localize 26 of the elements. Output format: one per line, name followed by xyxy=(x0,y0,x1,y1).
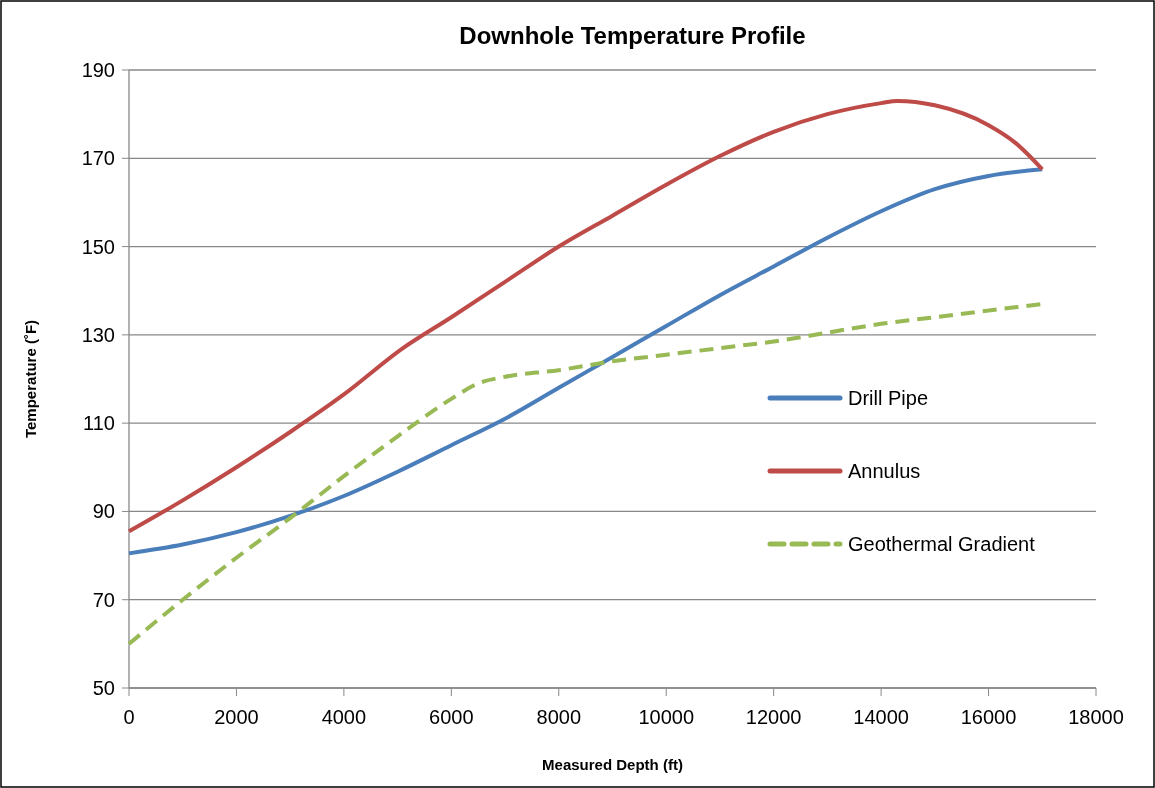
line-series xyxy=(127,167,1045,556)
x-tick-label: 12000 xyxy=(745,706,802,728)
y-tick-label: 70 xyxy=(92,588,115,611)
x-tick-label: 14000 xyxy=(853,706,909,728)
legend-label: Annulus xyxy=(848,460,921,482)
y-tick-label: 150 xyxy=(81,235,115,258)
y-tick-label: 130 xyxy=(81,323,115,346)
x-tick-label: 6000 xyxy=(429,706,474,728)
x-tick-label: 2000 xyxy=(214,706,259,728)
x-tick-label: 8000 xyxy=(536,706,582,728)
x-axis-title: Measured Depth (ft) xyxy=(542,756,683,773)
y-axis-title: Temperature (˚F) xyxy=(22,319,39,439)
y-tick-label: 170 xyxy=(81,147,115,170)
x-tick-label: 4000 xyxy=(321,706,367,728)
x-tick-label: 18000 xyxy=(1068,706,1124,728)
y-tick-label: 190 xyxy=(81,59,115,81)
x-tick-label: 16000 xyxy=(960,706,1017,728)
chart-title: Downhole Temperature Profile xyxy=(459,22,806,49)
x-tick-label: 10000 xyxy=(638,706,695,728)
legend-label: Drill Pipe xyxy=(848,387,929,409)
legend-label: Geothermal Gradient xyxy=(848,533,1036,555)
y-tick-label: 50 xyxy=(92,677,115,699)
x-tick-label: 0 xyxy=(123,706,135,728)
y-tick-label: 90 xyxy=(92,500,115,523)
y-tick-label: 110 xyxy=(83,412,115,435)
line-series xyxy=(127,98,1045,534)
